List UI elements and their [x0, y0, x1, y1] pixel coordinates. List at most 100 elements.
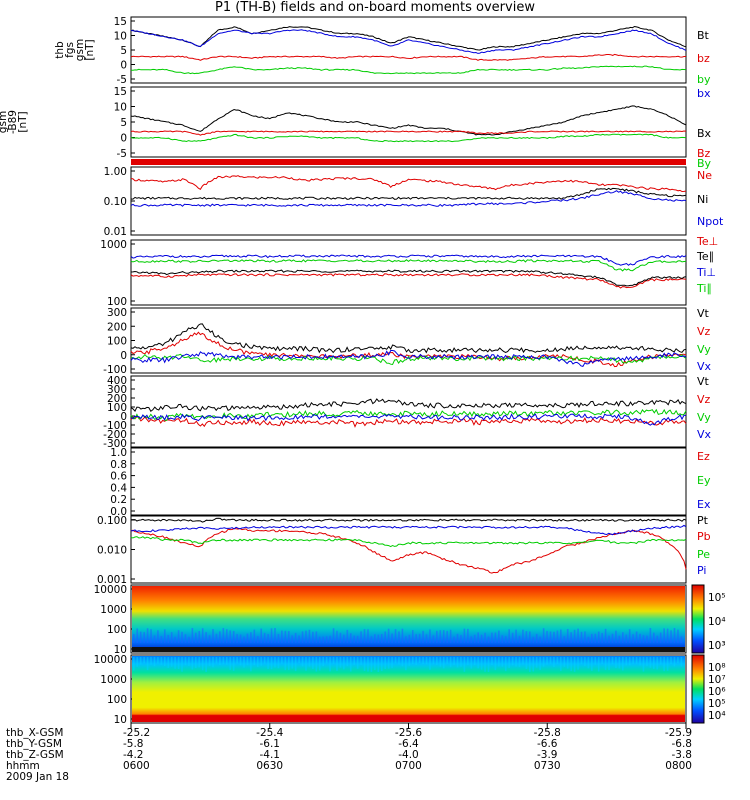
series-line-Bz [130, 130, 687, 136]
spectrogram-texture [208, 657, 211, 667]
spectrogram-texture [642, 657, 645, 672]
spectrogram-texture [666, 657, 669, 671]
spectrogram-texture [143, 632, 145, 643]
series-line-Vy [130, 353, 687, 366]
legend-entry: Vy [697, 411, 711, 424]
y-tick-label: 10 [114, 102, 127, 114]
legend-entry: Ni [697, 193, 708, 206]
legend-entry: Te⊥ [696, 235, 718, 248]
colorbar [691, 654, 705, 724]
spectrogram-texture [649, 657, 652, 668]
spectrogram-texture [232, 657, 235, 671]
spectrogram-texture [356, 635, 359, 643]
spectrogram-texture [560, 629, 562, 643]
spectrogram-texture [260, 628, 263, 643]
colorbar-tick-label: 10⁵ [708, 592, 726, 604]
y-tick-label: 0 [120, 350, 127, 362]
spectrogram-texture [680, 657, 683, 667]
spectrogram-texture [177, 657, 180, 670]
legend-entry: Ez [697, 450, 710, 463]
spectrogram-texture [453, 657, 455, 666]
series-line-bx [130, 29, 687, 54]
colorbar-tick-label: 10⁴ [708, 710, 726, 722]
spectrogram-texture [377, 657, 380, 672]
spectrogram-texture [332, 628, 335, 643]
footer-label: 2009 Jan 18 [6, 771, 69, 783]
series-line-Ti∥ [130, 259, 687, 272]
spectrogram-texture [170, 657, 173, 667]
spectrogram-texture [274, 628, 276, 643]
spectrogram-texture [305, 630, 307, 643]
spectrogram-texture [608, 657, 610, 671]
spectrogram-texture [298, 657, 300, 664]
footer-value: -4.1 [260, 749, 281, 761]
spectrogram-texture [415, 657, 417, 665]
spectrogram-texture [215, 657, 218, 664]
y-tick-label: 0 [120, 133, 127, 145]
spectrogram-texture [415, 634, 417, 643]
spectrogram-texture [587, 636, 590, 643]
spectrogram-texture [484, 632, 486, 643]
spectrogram-texture [253, 629, 256, 643]
spectrogram-texture [549, 657, 552, 664]
spectrogram-texture [670, 657, 672, 665]
legend-entry: Vz [697, 393, 711, 406]
spectrogram-texture [153, 657, 156, 667]
series-line-Bx [130, 105, 687, 136]
spectrogram-texture [363, 629, 366, 643]
series-line-Pt [130, 517, 687, 523]
spectrogram-texture [301, 657, 304, 667]
spectrogram-texture [246, 633, 249, 643]
spectrogram-texture [436, 630, 438, 643]
footer-value: -3.8 [672, 749, 693, 761]
spectrogram-texture [622, 632, 624, 643]
spectrogram-texture [277, 657, 280, 669]
spectrogram-texture [229, 630, 232, 643]
spectrogram-texture [139, 631, 142, 643]
spectrogram-texture [625, 657, 628, 666]
spectrogram-texture [194, 657, 197, 669]
footer-value: 0600 [123, 760, 150, 772]
spectrogram-texture [163, 629, 166, 643]
y-tick-label: 10 [114, 714, 127, 726]
spectrogram-texture [604, 628, 607, 643]
spectrogram-texture [281, 630, 283, 643]
spectrogram-texture [336, 630, 338, 643]
page-title: P1 (TH-B) fields and on-board moments ov… [215, 0, 535, 15]
spectrogram-texture [570, 657, 572, 672]
series-line-Vx [130, 350, 687, 367]
y-tick-label: 1000 [100, 674, 127, 686]
series-line-Pe [130, 536, 687, 548]
y-tick-label: 0.010 [97, 545, 127, 557]
spectrogram-texture [298, 635, 300, 643]
y-tick-label: 0.0 [110, 506, 127, 518]
series-line-Vz [130, 416, 687, 428]
spectrogram-texture [477, 657, 479, 669]
spectrogram-texture [356, 657, 359, 669]
spectrogram-texture [649, 628, 652, 643]
series-line-Npot [130, 190, 687, 207]
footer-label: thb_Z-GSM [6, 749, 64, 761]
spectrogram-texture [194, 632, 197, 643]
spectrogram-texture [563, 636, 566, 643]
spectrogram-texture [353, 635, 355, 643]
legend-entry: Ne [697, 169, 712, 182]
spectrogram-texture [646, 657, 648, 667]
spectrogram-texture [267, 657, 269, 670]
y-tick-label: 1000 [100, 239, 127, 251]
series-line-Vt [130, 398, 687, 413]
spectrogram-texture [656, 657, 659, 670]
y-tick-label: 0.4 [110, 482, 127, 494]
spectrogram-texture [491, 632, 493, 643]
spectrogram-texture [587, 657, 590, 669]
spectrogram-texture [511, 632, 514, 643]
spectrogram-texture [325, 636, 328, 643]
spectrogram-texture [225, 657, 228, 665]
svg-text:-B89: -B89 [7, 110, 19, 134]
spectrogram-texture [615, 657, 617, 669]
spectrogram-texture [446, 657, 448, 664]
footer-value: -6.6 [537, 738, 558, 750]
